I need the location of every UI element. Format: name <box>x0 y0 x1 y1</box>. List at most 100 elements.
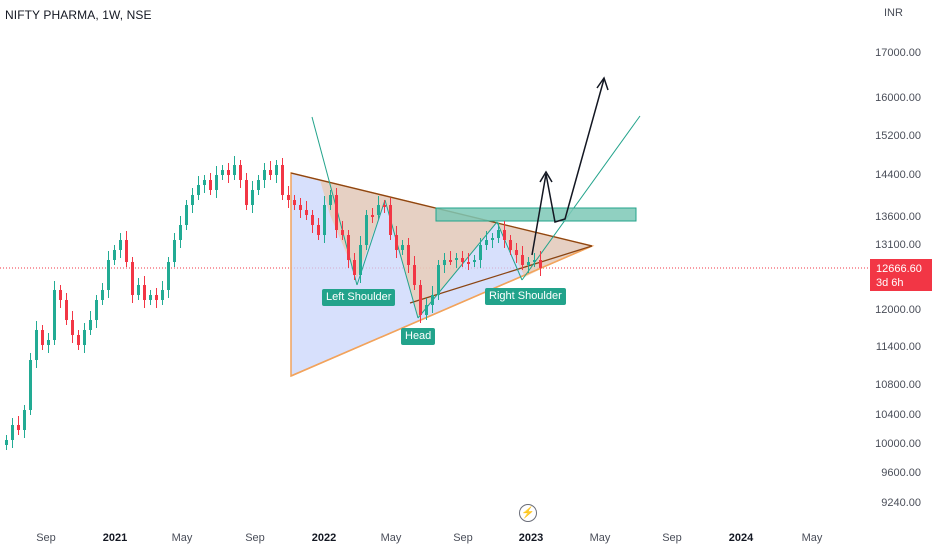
candle-body <box>449 260 452 262</box>
y-tick-label: 9240.00 <box>881 497 921 509</box>
y-tick-label: 9600.00 <box>881 467 921 479</box>
candle-body <box>425 305 428 315</box>
candle-body <box>413 265 416 285</box>
candle-body <box>383 205 386 207</box>
candle-body <box>401 245 404 250</box>
y-tick-label: 17000.00 <box>875 47 921 59</box>
candle-body <box>389 205 392 235</box>
candle-body <box>461 258 464 262</box>
projection-arrow-path <box>531 78 605 256</box>
candle-body <box>77 335 80 345</box>
candle-body <box>89 320 92 330</box>
arrow-head-2 <box>596 76 609 91</box>
candle-body <box>203 180 206 185</box>
candle-body <box>209 180 212 190</box>
candle-body <box>455 258 458 260</box>
x-tick-label: May <box>590 532 611 544</box>
candle-body <box>161 290 164 300</box>
lightning-icon[interactable]: ⚡ <box>519 504 537 522</box>
x-tick-label: May <box>172 532 193 544</box>
candle-body <box>155 295 158 300</box>
candle-body <box>317 225 320 235</box>
candle-body <box>71 320 74 335</box>
candle-body <box>83 330 86 345</box>
candle-body <box>257 180 260 190</box>
candle-body <box>215 175 218 190</box>
candle-body <box>119 240 122 250</box>
last-price-tag: 12666.60 3d 6h <box>870 259 932 291</box>
chart-title: NIFTY PHARMA, 1W, NSE <box>5 8 152 22</box>
candle-body <box>533 260 536 262</box>
candle-body <box>191 195 194 205</box>
x-tick-label: May <box>381 532 402 544</box>
x-axis: Sep 2021 May Sep 2022 May Sep 2023 May Sep 2024 May <box>36 532 823 544</box>
candle-body <box>311 215 314 225</box>
candle-body <box>359 245 362 275</box>
y-tick-label: 13100.00 <box>875 239 921 251</box>
candle-body <box>299 205 302 210</box>
candle-body <box>167 262 170 290</box>
last-price-value: 12666.60 <box>876 263 922 275</box>
candle-body <box>5 440 8 445</box>
y-tick-label: 12000.00 <box>875 304 921 316</box>
candle-body <box>227 170 230 175</box>
candle-body <box>95 300 98 320</box>
y-tick-label: 16000.00 <box>875 92 921 104</box>
candle-body <box>377 205 380 215</box>
x-tick-label: Sep <box>36 532 56 544</box>
candle-body <box>407 245 410 265</box>
y-tick-label: 10400.00 <box>875 409 921 421</box>
candle-body <box>53 290 56 340</box>
candle-body <box>467 262 470 264</box>
candle-body <box>263 170 266 180</box>
y-tick-label: 13600.00 <box>875 211 921 223</box>
candle-body <box>137 285 140 295</box>
candle-body <box>143 285 146 300</box>
candle-body <box>245 180 248 205</box>
x-tick-label: 2023 <box>519 532 543 544</box>
candle-body <box>107 260 110 290</box>
candle-body <box>113 250 116 260</box>
currency-label: INR <box>884 7 903 19</box>
candle-body <box>221 170 224 175</box>
y-tick-label: 10800.00 <box>875 379 921 391</box>
candle-body <box>485 240 488 245</box>
candles <box>5 156 542 450</box>
x-tick-label: 2024 <box>729 532 754 544</box>
x-tick-label: May <box>802 532 823 544</box>
y-tick-label: 10000.00 <box>875 438 921 450</box>
candle-body <box>179 225 182 240</box>
x-tick-label: 2021 <box>103 532 127 544</box>
candle-body <box>269 170 272 175</box>
head-label: Head <box>401 328 436 345</box>
candle-body <box>323 205 326 235</box>
candle-body <box>437 265 440 295</box>
y-tick-label: 11400.00 <box>876 341 921 353</box>
candle-body <box>491 238 494 240</box>
candle-body <box>293 200 296 205</box>
right-shoulder-label: Right Shoulder <box>485 288 566 305</box>
candle-body <box>59 290 62 300</box>
candle-body <box>371 215 374 217</box>
y-axis: 17000.00 16000.00 15200.00 14400.00 13600.00… <box>875 47 921 509</box>
candle-body <box>341 230 344 235</box>
left-shoulder-label: Left Shoulder <box>322 289 396 306</box>
candle-body <box>47 340 50 345</box>
hs-pattern-area <box>320 180 592 318</box>
candle-body <box>17 425 20 430</box>
candle-body <box>335 195 338 230</box>
arrow-head-1 <box>539 170 553 183</box>
candle-body <box>131 262 134 295</box>
breakout-zone <box>435 207 637 222</box>
candle-body <box>239 165 242 180</box>
candle-body <box>479 245 482 260</box>
x-tick-label: Sep <box>662 532 682 544</box>
candle-body <box>125 240 128 262</box>
candle-body <box>275 165 278 175</box>
candle-body <box>473 260 476 262</box>
candle-body <box>287 195 290 200</box>
candle-body <box>521 255 524 265</box>
candle-body <box>185 205 188 225</box>
candle-body <box>197 185 200 195</box>
